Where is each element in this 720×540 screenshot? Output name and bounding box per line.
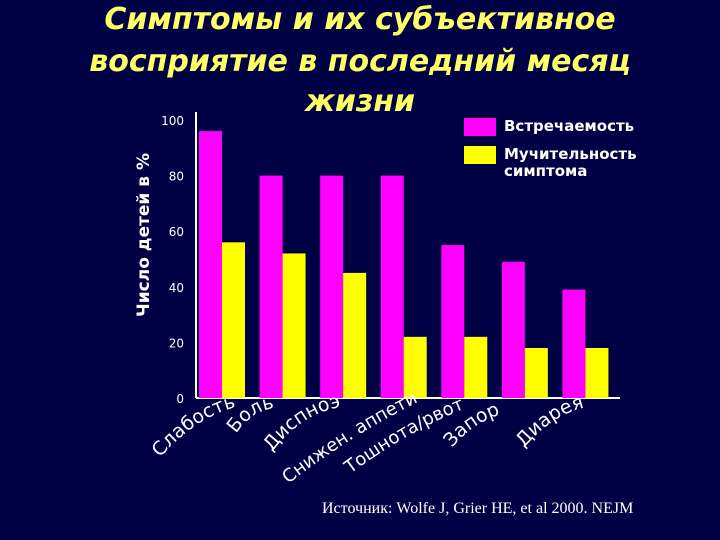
bar-frequency [199,131,222,398]
legend-label-distress: Мучительность симптома [504,146,658,180]
y-tick-label: 20 [169,336,184,350]
title-line-1: Симптомы и их субъективное [104,2,616,37]
bar-distress [464,336,488,398]
bar-frequency [380,175,404,398]
y-tick-label: 0 [176,392,184,406]
bar-distress [403,336,427,398]
x-tick-label-text: Слабость [148,391,238,462]
x-tick-label: Диарея [511,391,585,451]
bar-distress [222,242,245,398]
bar-frequency [259,175,283,398]
legend-swatch-distress [464,146,496,164]
legend-swatch-frequency [464,118,496,136]
source-citation: Источник: Wolfe J, Grier HE, et al 2000.… [322,500,634,517]
legend-label-frequency: Встречаемость [504,118,639,135]
bar-frequency [441,245,465,398]
legend-item-frequency: Встречаемость [464,118,639,136]
bar-frequency [562,289,586,398]
bar-distress [282,253,306,398]
bar-frequency [501,261,525,398]
bar-distress [585,347,609,398]
bar-distress [343,272,367,398]
title-line-3: жизни [304,84,416,119]
title-line-2: восприятие в последний месяц [89,44,631,79]
y-axis-label: Число детей в % [134,153,154,317]
bar-frequency [320,175,344,398]
bar-distress [524,347,548,398]
y-tick-label: 60 [169,225,184,239]
y-tick-label: 40 [169,281,184,295]
x-tick-label-text: Диарея [511,391,585,451]
y-tick-label: 100 [161,114,184,128]
legend: Встречаемость Мучительность симптома [464,118,706,186]
x-tick-label: Слабость [148,391,238,462]
y-tick-label: 80 [169,170,184,184]
legend-item-distress: Мучительность симптома [464,146,658,180]
